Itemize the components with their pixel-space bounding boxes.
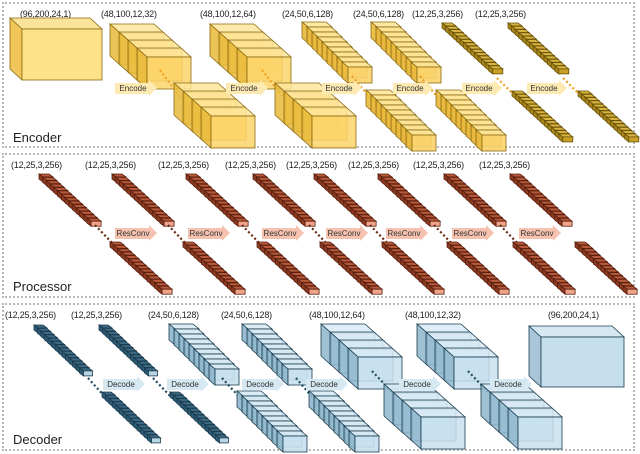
decoder-panel: Decoder	[2, 303, 635, 451]
decoder-label-0: (12,25,3,256)	[5, 310, 56, 320]
encoder-panel: Encoder	[2, 2, 635, 148]
resconv-arrow-4: ResConv	[326, 225, 368, 241]
decoder-label-1: (12,25,3,256)	[71, 310, 122, 320]
processor-label-1: (12,25,3,256)	[85, 160, 136, 170]
encoder-label-5: (12,25,3,256)	[412, 9, 463, 19]
decoder-label-4: (48,100,12,64)	[309, 310, 365, 320]
decode-arrow-6: Decode	[490, 376, 532, 392]
decoder-label-2: (24,50,6,128)	[148, 310, 199, 320]
processor-label-6: (12,25,3,256)	[413, 160, 464, 170]
decoder-label-6: (96,200,24,1)	[548, 310, 599, 320]
decoder-title: Decoder	[13, 432, 63, 447]
processor-title: Processor	[13, 279, 72, 294]
processor-label-5: (12,25,3,256)	[348, 160, 399, 170]
processor-label-4: (12,25,3,256)	[286, 160, 337, 170]
processor-label-3: (12,25,3,256)	[225, 160, 276, 170]
processor-label-2: (12,25,3,256)	[158, 160, 209, 170]
encoder-label-input: (96,200,24,1)	[20, 9, 71, 19]
decoder-label-3: (24,50,6,128)	[221, 310, 272, 320]
decode-arrow-1: Decode	[103, 376, 145, 392]
encoder-label-2: (48,100,12,64)	[200, 9, 256, 19]
resconv-arrow-2: ResConv	[188, 225, 230, 241]
encode-arrow-3: Encode	[322, 80, 362, 96]
decoder-label-5: (48,100,12,32)	[405, 310, 461, 320]
encode-arrow-6: Encode	[527, 80, 567, 96]
resconv-arrow-7: ResConv	[519, 225, 561, 241]
decode-arrow-5: Decode	[399, 376, 441, 392]
encoder-label-4: (24,50,6,128)	[353, 9, 404, 19]
encode-arrow-1: Encode	[115, 80, 157, 96]
encoder-label-6: (12,25,3,256)	[475, 9, 526, 19]
processor-label-0: (12,25,3,256)	[11, 160, 62, 170]
encode-arrow-2: Encode	[226, 80, 268, 96]
decode-arrow-2: Decode	[167, 376, 209, 392]
resconv-arrow-5: ResConv	[386, 225, 428, 241]
encoder-title: Encoder	[13, 130, 62, 145]
processor-panel: Processor	[2, 153, 635, 298]
resconv-arrow-3: ResConv	[262, 225, 304, 241]
resconv-arrow-1: ResConv	[115, 225, 157, 241]
encoder-label-3: (24,50,6,128)	[282, 9, 333, 19]
resconv-arrow-6: ResConv	[452, 225, 494, 241]
processor-label-7: (12,25,3,256)	[479, 160, 530, 170]
encoder-label-1: (48,100,12,32)	[101, 9, 157, 19]
encode-arrow-4: Encode	[393, 80, 433, 96]
decode-arrow-4: Decode	[306, 376, 348, 392]
encode-arrow-5: Encode	[462, 80, 502, 96]
decode-arrow-3: Decode	[242, 376, 284, 392]
